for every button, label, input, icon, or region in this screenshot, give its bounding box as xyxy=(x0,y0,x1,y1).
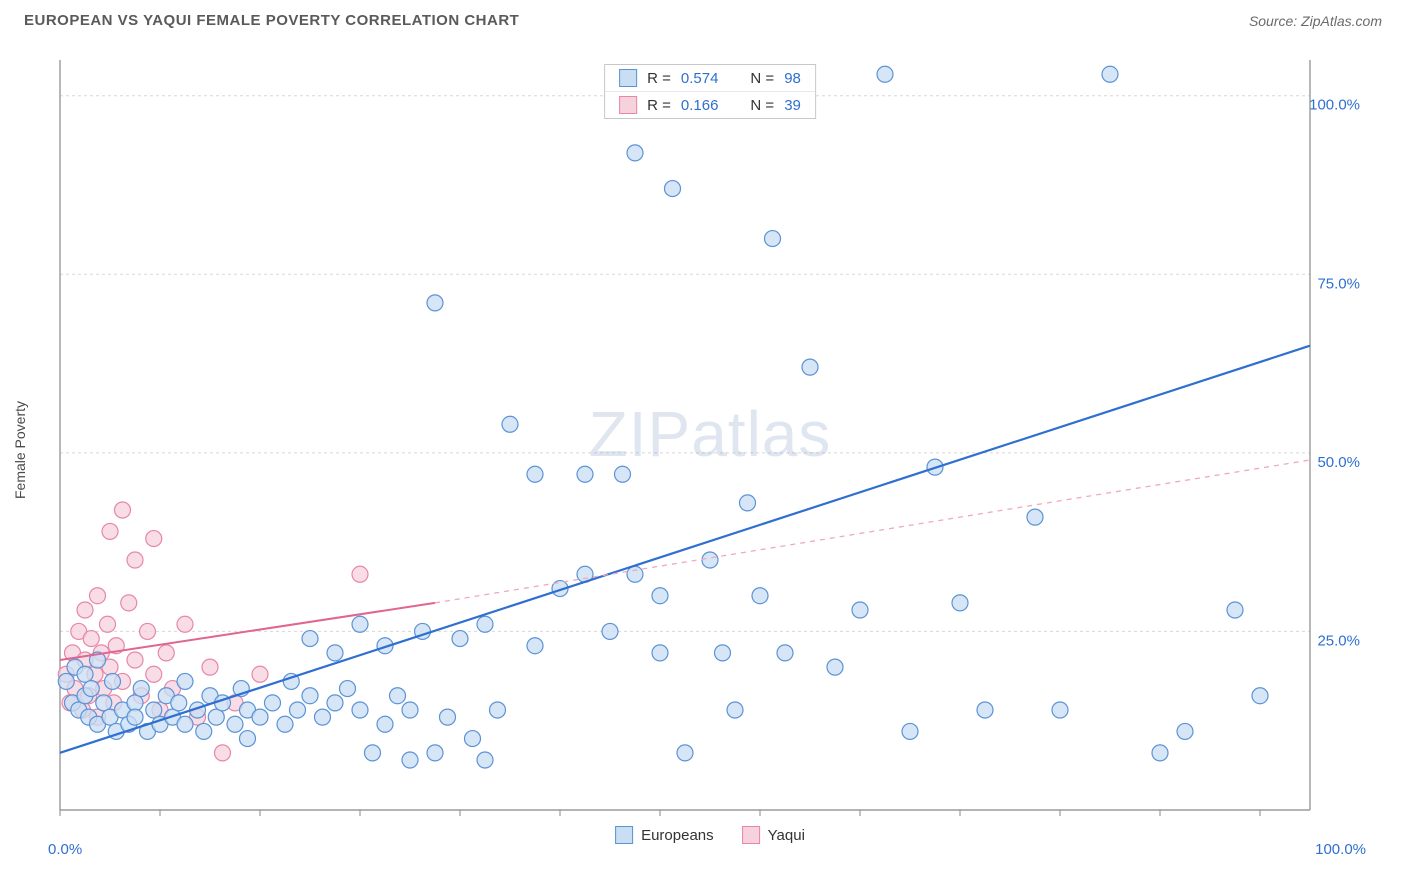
svg-text:75.0%: 75.0% xyxy=(1317,275,1360,292)
r-value: 0.574 xyxy=(681,70,719,87)
chart-area: Female Poverty 25.0%50.0%75.0%100.0% ZIP… xyxy=(50,50,1370,850)
r-label: R = xyxy=(647,70,671,87)
chart-source: Source: ZipAtlas.com xyxy=(1249,13,1382,29)
legend-item-europeans: Europeans xyxy=(615,826,714,844)
svg-text:50.0%: 50.0% xyxy=(1317,454,1360,471)
scatter-plot: 25.0% 50.0% 75.0% 100.0% xyxy=(50,50,1370,850)
x-axis-max: 100.0% xyxy=(1315,841,1366,858)
svg-text:25.0%: 25.0% xyxy=(1317,632,1360,649)
legend-label: Europeans xyxy=(641,827,714,844)
n-label: N = xyxy=(750,70,774,87)
r-label: R = xyxy=(647,97,671,114)
x-axis-min: 0.0% xyxy=(48,841,82,858)
swatch-yaqui xyxy=(742,826,760,844)
chart-title: EUROPEAN VS YAQUI FEMALE POVERTY CORRELA… xyxy=(24,12,519,29)
swatch-europeans xyxy=(619,69,637,87)
swatch-europeans xyxy=(615,826,633,844)
header: EUROPEAN VS YAQUI FEMALE POVERTY CORRELA… xyxy=(0,0,1406,37)
legend-label: Yaqui xyxy=(768,827,805,844)
series-legend: Europeans Yaqui xyxy=(615,826,805,844)
n-label: N = xyxy=(750,97,774,114)
y-axis-label: Female Poverty xyxy=(12,401,28,499)
r-value: 0.166 xyxy=(681,97,719,114)
stats-row-yaqui: R = 0.166 N = 39 xyxy=(605,91,815,118)
n-value: 39 xyxy=(784,97,801,114)
legend-item-yaqui: Yaqui xyxy=(742,826,805,844)
svg-text:100.0%: 100.0% xyxy=(1309,97,1360,114)
swatch-yaqui xyxy=(619,96,637,114)
stats-row-europeans: R = 0.574 N = 98 xyxy=(605,65,815,91)
n-value: 98 xyxy=(784,70,801,87)
stats-legend: R = 0.574 N = 98 R = 0.166 N = 39 xyxy=(604,64,816,119)
